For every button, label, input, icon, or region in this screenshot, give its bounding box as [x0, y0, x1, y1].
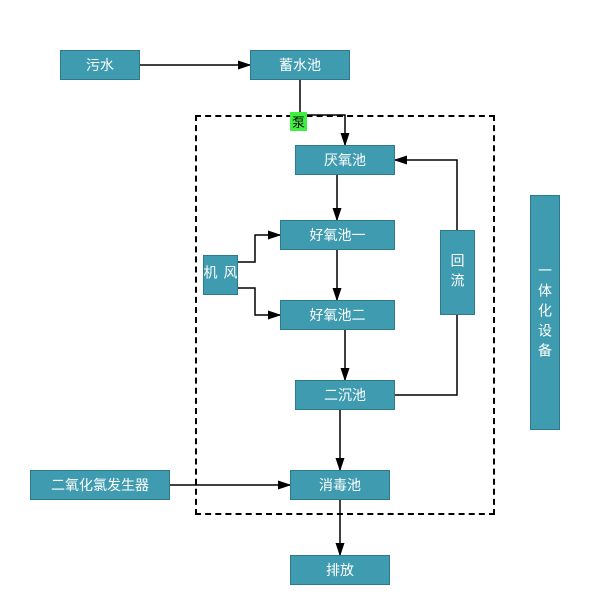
- node-aerobic2: 好氧池二: [280, 300, 395, 330]
- node-sewage: 污水: [60, 50, 140, 80]
- node-sedimentation: 二沉池: [295, 380, 395, 410]
- node-generator: 二氧化氯发生器: [30, 470, 170, 500]
- node-fan: 风机: [203, 255, 238, 295]
- node-reservoir: 蓄水池: [250, 50, 350, 80]
- flowchart-canvas: 泵 污水 蓄水池厌氧池好氧池一好氧池二二沉池消毒池排放 风机 回流二氧化氯发生器 一体化…: [0, 0, 593, 607]
- node-aerobic1: 好氧池一: [280, 220, 395, 250]
- node-anaerobic: 厌氧池: [295, 145, 395, 175]
- node-disinfection: 消毒池: [290, 470, 390, 500]
- node-reflux: 回流: [440, 230, 475, 315]
- pump-label: 泵: [290, 112, 307, 131]
- node-equipment: 一体化设备: [530, 195, 560, 430]
- node-discharge: 排放: [290, 555, 390, 585]
